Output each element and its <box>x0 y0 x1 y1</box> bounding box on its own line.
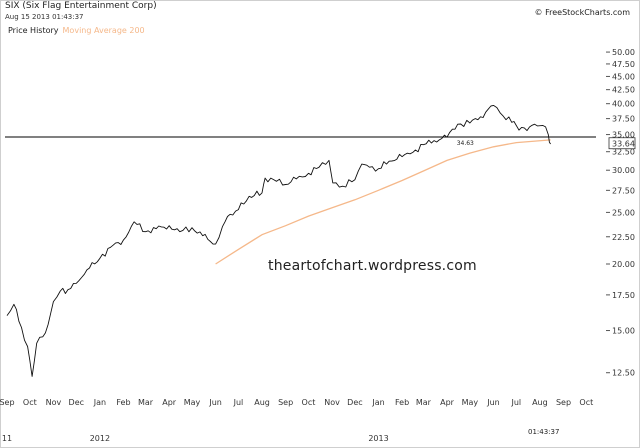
copyright-text: © FreeStockCharts.com <box>534 8 630 17</box>
y-tick-label: 12.50 <box>612 369 635 378</box>
watermark-text: theartofchart.wordpress.com <box>268 258 477 274</box>
x-year-label: 2013 <box>368 434 388 443</box>
x-tick-label: Feb <box>116 398 130 407</box>
x-tick-label: Dec <box>69 398 84 407</box>
y-tick-label: 30.00 <box>612 166 635 175</box>
x-tick-label: Dec <box>347 398 362 407</box>
x-tick-label: Sep <box>278 398 293 407</box>
legend-moving-average-label: Moving Average 200 <box>62 26 145 35</box>
y-tick-label: 32.50 <box>612 148 635 157</box>
x-tick-label: Jun <box>486 398 500 407</box>
chart-timestamp: Aug 15 2013 01:43:37 <box>5 13 84 21</box>
y-tick-label: 47.50 <box>612 60 635 69</box>
x-tick-label: Sep <box>556 398 571 407</box>
x-tick-label: Aug <box>254 398 270 407</box>
x-tick-label: Jan <box>371 398 384 407</box>
y-tick-label: 15.00 <box>612 327 635 336</box>
x-tick-label: Nov <box>324 398 340 407</box>
legend: Price History Moving Average 200 <box>8 26 145 35</box>
x-tick-label: Apr <box>162 398 177 407</box>
x-tick-label: Apr <box>440 398 455 407</box>
x-tick-label: Mar <box>416 398 432 407</box>
y-tick-label: 50.00 <box>612 48 635 57</box>
y-tick-label: 17.50 <box>612 291 635 300</box>
x-tick-label: Oct <box>23 398 37 407</box>
last-price-label: 33.64 <box>612 140 635 149</box>
x-year-label: 2012 <box>90 434 110 443</box>
y-tick-label: 35.00 <box>612 131 635 140</box>
moving-average-line <box>215 139 551 265</box>
x-tick-label: Mar <box>138 398 154 407</box>
y-tick-label: 37.50 <box>612 115 635 124</box>
y-tick-label: 42.50 <box>612 86 635 95</box>
bottom-timestamp: 01:43:37 <box>528 428 560 436</box>
last-price-box <box>608 137 636 150</box>
legend-price-label: Price History <box>8 26 59 35</box>
x-tick-label: Feb <box>395 398 409 407</box>
x-tick-label: Aug <box>532 398 548 407</box>
y-tick-label: 40.00 <box>612 100 635 109</box>
x-tick-label: Sep <box>0 398 15 407</box>
y-tick-label: 20.00 <box>612 260 635 269</box>
x-tick-label: Nov <box>46 398 62 407</box>
y-tick-label: 45.00 <box>612 72 635 81</box>
x-tick-label: Oct <box>302 398 316 407</box>
x-tick-label: May <box>462 398 479 407</box>
x-year-label: 11 <box>2 434 12 443</box>
horizontal-line-label: 34.63 <box>457 140 474 147</box>
y-tick-label: 25.00 <box>612 208 635 217</box>
price-history-line <box>6 104 551 377</box>
y-tick-label: 27.50 <box>612 186 635 195</box>
x-tick-label: Jul <box>233 398 244 407</box>
chart-title: SIX (Six Flag Entertainment Corp) <box>5 1 157 11</box>
x-tick-label: Jul <box>510 398 521 407</box>
x-tick-label: Oct <box>579 398 593 407</box>
x-tick-label: Jan <box>93 398 106 407</box>
x-tick-label: Jun <box>208 398 222 407</box>
y-tick-label: 22.50 <box>612 233 635 242</box>
x-tick-label: May <box>184 398 201 407</box>
